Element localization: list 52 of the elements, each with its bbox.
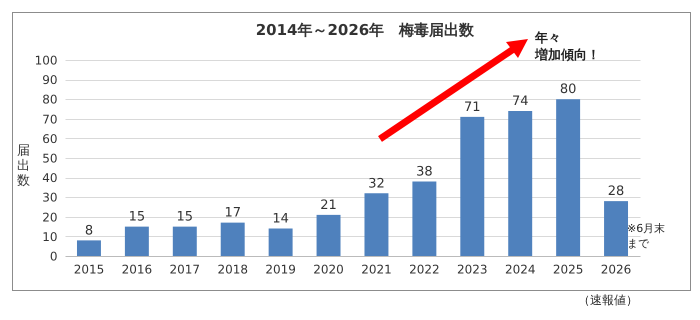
bar <box>508 110 532 256</box>
y-tick-label: 40 <box>42 171 58 186</box>
y-tick-label: 90 <box>42 73 58 88</box>
y-tick-label: 30 <box>42 190 58 205</box>
y-tick-label: 10 <box>42 230 58 244</box>
bar <box>460 116 484 256</box>
data-label: 71 <box>464 100 481 115</box>
data-label: 8 <box>84 223 94 238</box>
y-tick-label: 100 <box>34 54 58 68</box>
data-label: 17 <box>224 206 241 221</box>
annotation: 年々増加傾向！ <box>534 31 600 63</box>
x-tick-label: 2016 <box>122 262 152 276</box>
x-tick-label: 2023 <box>457 262 488 276</box>
x-tick-label: 2025 <box>552 262 584 276</box>
bar <box>556 99 580 256</box>
text: （速報値） <box>578 292 638 309</box>
data-label: 14 <box>272 212 289 227</box>
x-tick-label: 2017 <box>170 262 200 276</box>
y-tick-label: 50 <box>42 152 58 166</box>
x-tick-label: 2026 <box>600 262 632 276</box>
x-tick-label: 2020 <box>313 262 344 276</box>
bar <box>220 222 245 256</box>
y-tick-label: 0 <box>50 250 58 264</box>
data-label: 15 <box>176 210 194 225</box>
y-tick-label: 60 <box>42 132 58 146</box>
annotation: ※6月末まで <box>627 222 666 250</box>
x-tick-label: 2021 <box>361 262 392 276</box>
data-label: 80 <box>560 82 576 98</box>
chart-title: 2014年～2026年 梅毒届出数 <box>256 21 476 39</box>
bar <box>604 201 628 256</box>
bar <box>76 240 101 256</box>
x-tick-label: 2015 <box>74 262 104 276</box>
bar <box>412 182 436 256</box>
y-axis-title: 届出数 <box>17 144 30 188</box>
x-tick-label: 2024 <box>504 262 536 276</box>
data-label: 32 <box>368 176 385 192</box>
bar <box>364 193 388 256</box>
y-tick-label: 80 <box>42 92 58 107</box>
data-label: 21 <box>320 198 337 213</box>
x-tick-label: 2019 <box>265 262 296 276</box>
bar <box>172 226 197 256</box>
data-label: 15 <box>128 210 146 225</box>
bar <box>268 228 293 256</box>
x-tick-label: 2018 <box>217 262 248 276</box>
x-tick-label: 2022 <box>409 262 440 276</box>
y-tick-label: 20 <box>42 210 58 224</box>
y-tick-label: 70 <box>42 112 58 126</box>
data-label: 38 <box>416 164 433 180</box>
data-label: 74 <box>512 94 528 109</box>
data-label: 28 <box>608 184 624 200</box>
bar <box>316 214 341 256</box>
bar <box>124 226 149 256</box>
